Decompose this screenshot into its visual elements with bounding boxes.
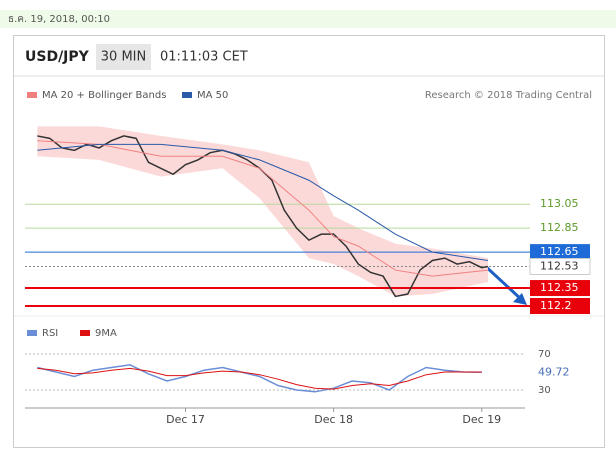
y-tick-label: 30 xyxy=(538,385,551,396)
level-label-box xyxy=(529,257,591,275)
interval: 30 MIN xyxy=(101,50,146,65)
current-rsi-label: 49.72 xyxy=(538,365,570,378)
level-label-box xyxy=(530,196,590,213)
bollinger-band xyxy=(37,126,488,297)
x-tick-label: Dec 18 xyxy=(314,413,353,426)
level-label: 112.65 xyxy=(540,245,579,258)
level-label-box xyxy=(530,280,590,297)
legend-swatch xyxy=(80,330,90,336)
x-tick-label: Dec 17 xyxy=(166,413,205,426)
x-tick-label: Dec 19 xyxy=(462,413,501,426)
level-label: 112.53 xyxy=(540,259,579,272)
level-label: 112.85 xyxy=(540,221,579,234)
legend-label: RSI xyxy=(42,328,58,339)
symbol: USD/JPY xyxy=(25,49,90,65)
level-label: 113.05 xyxy=(540,197,579,210)
date-bar xyxy=(0,10,616,28)
legend-swatch xyxy=(27,92,37,98)
level-label-box xyxy=(530,298,590,315)
level-label-box xyxy=(530,244,590,261)
date: ธ.ค. 19, 2018, 00:10 xyxy=(8,14,110,25)
source: Research © 2018 Trading Central xyxy=(425,90,592,101)
level-label: 112.2 xyxy=(540,299,572,312)
y-tick-label: 70 xyxy=(538,349,551,360)
arrow-head xyxy=(513,293,527,305)
time: 01:11:03 CET xyxy=(160,50,248,65)
arrow xyxy=(481,262,524,302)
legend-label: 9MA xyxy=(95,328,117,339)
level-label-box xyxy=(530,220,590,237)
series-line xyxy=(37,143,489,261)
series-line xyxy=(37,364,482,393)
legend-label: MA 50 xyxy=(197,90,228,101)
interval-box xyxy=(96,44,151,70)
legend-label: MA 20 + Bollinger Bands xyxy=(42,90,166,101)
series-line xyxy=(37,140,489,277)
legend-swatch xyxy=(27,330,37,336)
level-label: 112.35 xyxy=(540,281,579,294)
legend-swatch xyxy=(182,92,192,98)
series-line xyxy=(37,367,482,390)
